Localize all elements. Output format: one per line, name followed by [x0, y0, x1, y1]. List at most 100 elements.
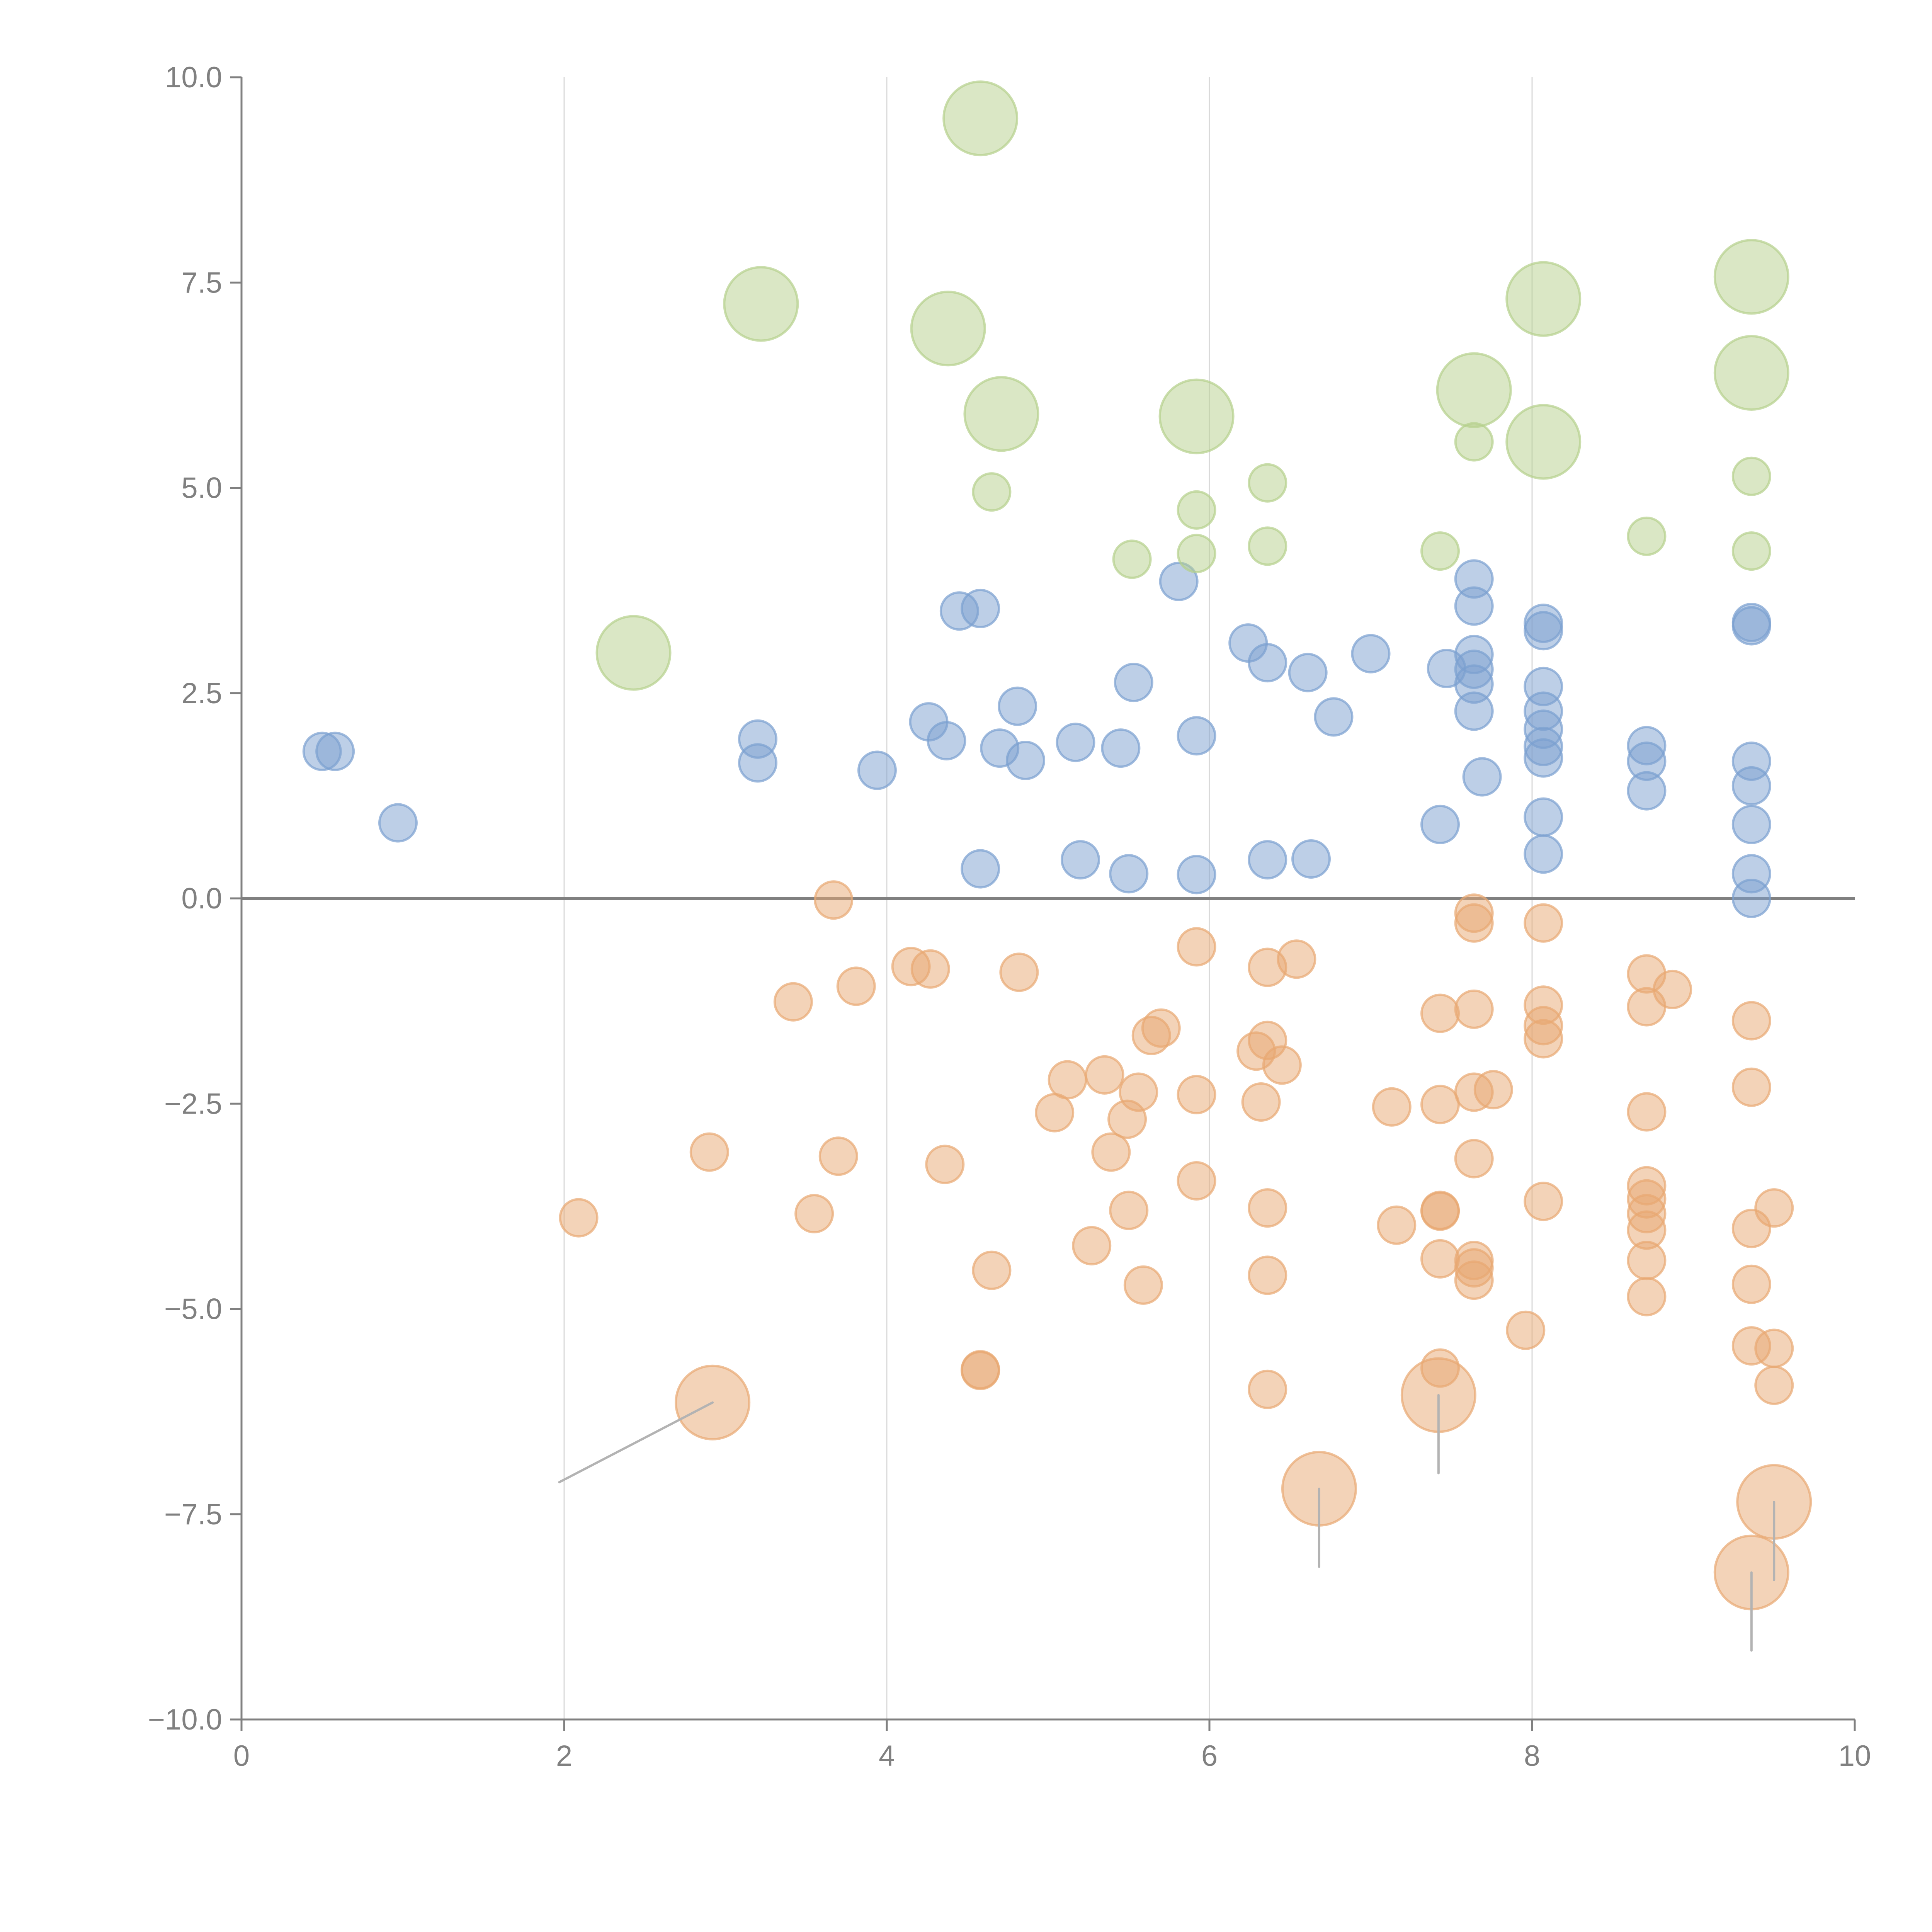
bubble-negative	[1248, 1369, 1287, 1409]
bubble-positive-high	[1713, 335, 1789, 411]
bubble-negative	[689, 1132, 729, 1172]
bubble-negative	[1524, 1182, 1563, 1221]
bubble-positive-high	[1505, 261, 1582, 337]
bubble-positive-high	[595, 615, 672, 691]
bubble-positive-low	[1177, 855, 1216, 895]
bubble-positive-low	[1731, 606, 1771, 646]
x-tick-label: 4	[879, 1740, 895, 1772]
bubble-positive-low	[1109, 854, 1149, 894]
bubble-negative	[818, 1136, 858, 1176]
bubble-negative	[1627, 1241, 1667, 1281]
bubble-negative	[1454, 1139, 1494, 1179]
bubble-positive-high	[1627, 516, 1667, 556]
bubble-positive-low	[1248, 840, 1287, 880]
x-tick-label: 10	[1838, 1740, 1871, 1772]
bubble-positive-low	[1061, 840, 1100, 880]
bubble-positive-high	[1454, 422, 1494, 462]
bubble-positive-low	[315, 731, 355, 771]
bubble-positive-low	[961, 849, 1000, 889]
bubble-negative	[1177, 1161, 1216, 1201]
x-tick-label: 2	[556, 1740, 572, 1772]
bubble-positive-low	[738, 743, 777, 783]
bubble-positive-low	[961, 588, 1000, 628]
x-tick-label: 0	[233, 1740, 250, 1772]
bubble-negative	[1072, 1226, 1112, 1265]
bubble-negative	[1627, 1277, 1667, 1316]
bubble-negative	[1454, 989, 1494, 1029]
bubble-positive-low	[1462, 757, 1502, 797]
bubble-positive-low	[1006, 741, 1046, 780]
bubble-positive-low	[1248, 643, 1287, 683]
bubble-negative	[1473, 1070, 1513, 1110]
bubble-negative	[814, 880, 854, 920]
bubble-positive-low	[1524, 834, 1563, 874]
bubble-negative	[1141, 1008, 1181, 1048]
bubble-negative	[1731, 1264, 1771, 1304]
bubble-positive-high	[1713, 239, 1789, 315]
bubble-negative	[1420, 993, 1460, 1033]
bubble-negative	[1035, 1093, 1075, 1133]
bubble-positive-high	[963, 376, 1039, 452]
bubble-negative	[1248, 1188, 1287, 1228]
bubble-negative	[1420, 1191, 1460, 1231]
bubble-positive-high	[1436, 352, 1512, 428]
bubble-positive-high	[1177, 534, 1216, 573]
bubble-positive-high	[723, 266, 799, 342]
bubble-positive-low	[1524, 797, 1563, 837]
bubble-negative	[1420, 1239, 1460, 1279]
bubble-positive-low	[1177, 716, 1216, 756]
bubble-positive-low	[1314, 697, 1354, 737]
bubble-negative	[1091, 1132, 1131, 1172]
bubble-positive-high	[1731, 456, 1771, 496]
bubble-negative	[1653, 969, 1692, 1009]
bubble-negative	[1454, 903, 1494, 943]
y-tick-label: 7.5	[181, 266, 222, 299]
bubble-negative	[1123, 1265, 1163, 1305]
bubble-negative	[1506, 1310, 1546, 1350]
bubble-positive-high	[1112, 539, 1152, 579]
label-leader-line	[558, 1401, 714, 1483]
bubble-negative	[1627, 1092, 1667, 1132]
bubble-positive-low	[1114, 663, 1153, 702]
axes	[230, 76, 1856, 1731]
bubble-positive-low	[1731, 766, 1771, 806]
bubble-negative	[794, 1194, 834, 1233]
bubble-positive-high	[1158, 378, 1235, 454]
bubble-positive-high	[1177, 490, 1216, 530]
bubble-negative	[1277, 939, 1316, 979]
y-tick-label: −2.5	[164, 1087, 222, 1120]
bubble-positive-low	[1524, 611, 1563, 651]
bubble-negative	[1454, 1260, 1494, 1300]
bubble-positive-high	[910, 291, 986, 367]
bubble-negative	[1731, 1001, 1771, 1041]
bubble-negative	[925, 1145, 965, 1184]
bubble-positive-low	[1159, 561, 1199, 601]
bubble-positive-low	[1101, 728, 1141, 768]
bubble-negative	[1420, 1085, 1460, 1124]
bubble-negative	[1048, 1060, 1087, 1100]
bubble-negative	[1241, 1082, 1281, 1122]
x-tick-label: 6	[1201, 1740, 1218, 1772]
bubble-negative	[1731, 1067, 1771, 1107]
bubble-negative	[773, 982, 813, 1022]
bubble-positive-low	[378, 803, 418, 843]
bubble-positive-low	[857, 750, 897, 790]
bubbles	[302, 80, 1812, 1611]
bubble-positive-low	[927, 721, 966, 760]
bubble-positive-low	[1056, 723, 1095, 762]
bubble-positive-high	[1248, 526, 1287, 566]
bubble-negative	[1248, 1255, 1287, 1295]
bubble-positive-low	[1454, 586, 1494, 626]
bubble-positive-low	[1731, 879, 1771, 918]
y-tick-label: 2.5	[181, 677, 222, 710]
bubble-negative	[1177, 927, 1216, 967]
tick-labels: 0 2 4 6 8 10 10.0 7.5 5.0 2.5 0.0 −2.5 −5.0 −7.5 −10.0	[148, 61, 1871, 1772]
bubble-positive-low	[1524, 738, 1563, 778]
leader-lines	[558, 1394, 1776, 1652]
bubble-negative	[1377, 1205, 1417, 1245]
bubble-negative	[1524, 1019, 1563, 1059]
bubble-negative	[961, 1350, 1000, 1389]
bubble-negative	[1085, 1055, 1124, 1095]
bubble-negative	[1177, 1075, 1216, 1114]
bubble-negative	[910, 949, 950, 989]
